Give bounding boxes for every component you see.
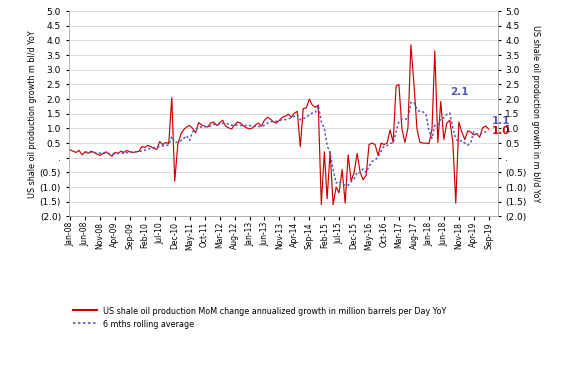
Text: 1.0: 1.0 <box>492 126 510 136</box>
Y-axis label: US shale oil production growth m bl/d YoY: US shale oil production growth m bl/d Yo… <box>28 30 37 198</box>
Text: 2.1: 2.1 <box>450 87 468 97</box>
Y-axis label: US shale oil production growth in m bl/d YoY: US shale oil production growth in m bl/d… <box>531 25 540 203</box>
Legend: US shale oil production MoM change annualized growth in million barrels per Day : US shale oil production MoM change annua… <box>73 307 447 329</box>
Text: 1.1: 1.1 <box>492 116 510 126</box>
